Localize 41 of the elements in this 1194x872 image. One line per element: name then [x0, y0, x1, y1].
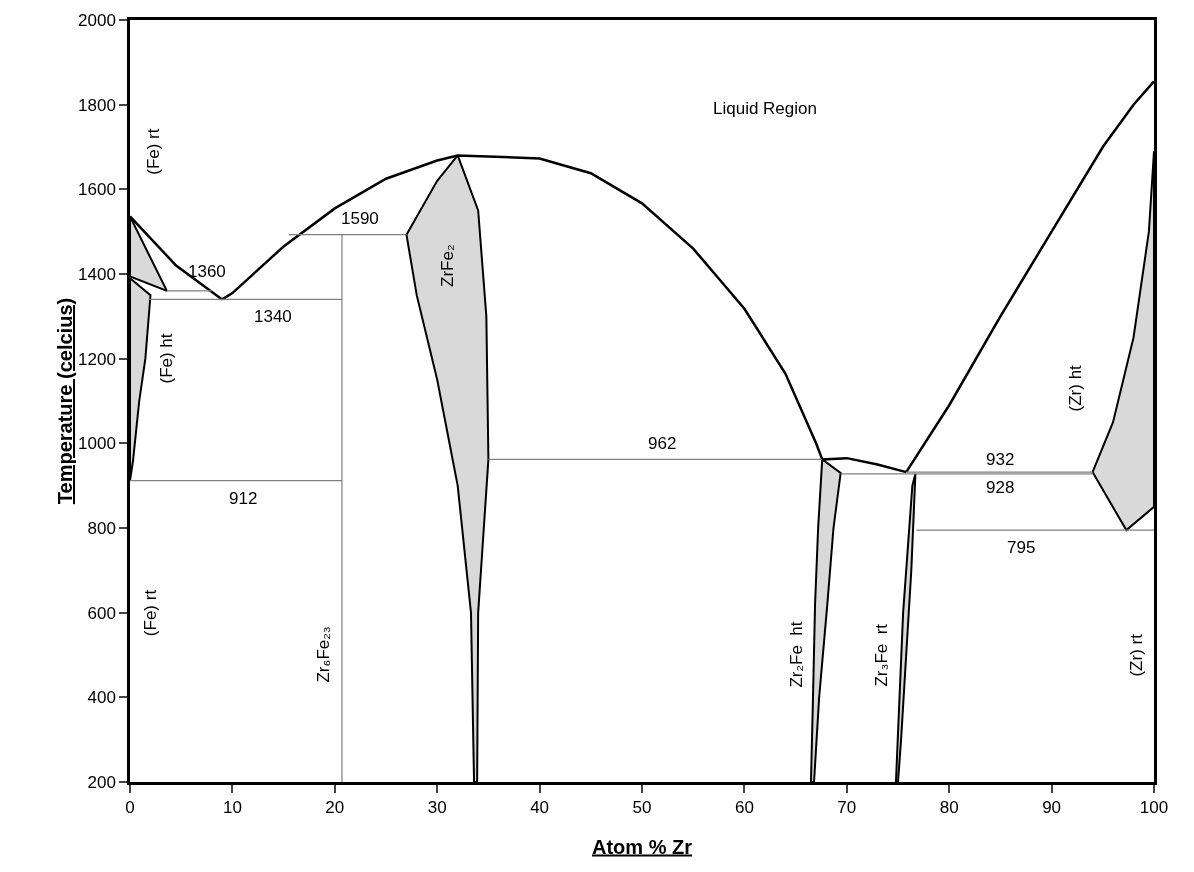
x-axis-title: Atom % Zr — [592, 835, 693, 858]
x-tick-label: 0 — [125, 798, 135, 818]
annotation: ZrFe₂ — [437, 244, 457, 287]
annotation: Liquid Region — [713, 99, 817, 118]
y-tick-label: 1400 — [78, 264, 116, 284]
y-tick-label: 2000 — [78, 10, 116, 30]
x-tick-label: 80 — [939, 798, 959, 818]
annotation: 928 — [986, 478, 1015, 497]
y-tick-label: 400 — [87, 688, 116, 708]
y-tick-label: 1800 — [78, 95, 116, 115]
x-tick-label: 10 — [222, 798, 242, 818]
annotation: 1590 — [341, 209, 379, 228]
annotation: Zr₃Fe rt — [871, 623, 891, 687]
x-tick-label: 100 — [1139, 798, 1169, 818]
x-tick-label: 60 — [734, 798, 754, 818]
annotation: (Zr) rt — [1126, 633, 1146, 677]
y-tick-label: 1000 — [78, 434, 116, 454]
y-tick-label: 1600 — [78, 180, 116, 200]
x-tick-label: 90 — [1042, 798, 1062, 818]
y-axis-title: Temperature (celcius) — [54, 297, 77, 505]
annotation: (Fe) rt — [140, 589, 160, 637]
annotation: Zr₂Fe ht — [786, 621, 806, 688]
annotation: 962 — [648, 434, 677, 453]
annotation: 932 — [986, 450, 1015, 469]
y-tick-label: 200 — [87, 772, 116, 792]
y-tick-label: 1200 — [78, 349, 116, 369]
x-tick-label: 40 — [530, 798, 550, 818]
y-tick-label: 600 — [87, 603, 116, 623]
x-tick-label: 70 — [837, 798, 857, 818]
y-tick-label: 800 — [87, 518, 116, 538]
annotation: (Fe) rt — [144, 128, 164, 175]
annotation: Zr₆Fe₂₃ — [313, 626, 333, 683]
annotation: 912 — [229, 489, 258, 508]
annotation: (Fe) ht — [157, 333, 177, 384]
annotation: 1360 — [188, 262, 226, 281]
annotation: 1340 — [254, 307, 292, 326]
annotation: (Zr) ht — [1065, 364, 1085, 412]
annotation: 795 — [1007, 538, 1036, 557]
x-tick-label: 50 — [632, 798, 652, 818]
x-tick-label: 20 — [325, 798, 345, 818]
x-tick-label: 30 — [427, 798, 447, 818]
